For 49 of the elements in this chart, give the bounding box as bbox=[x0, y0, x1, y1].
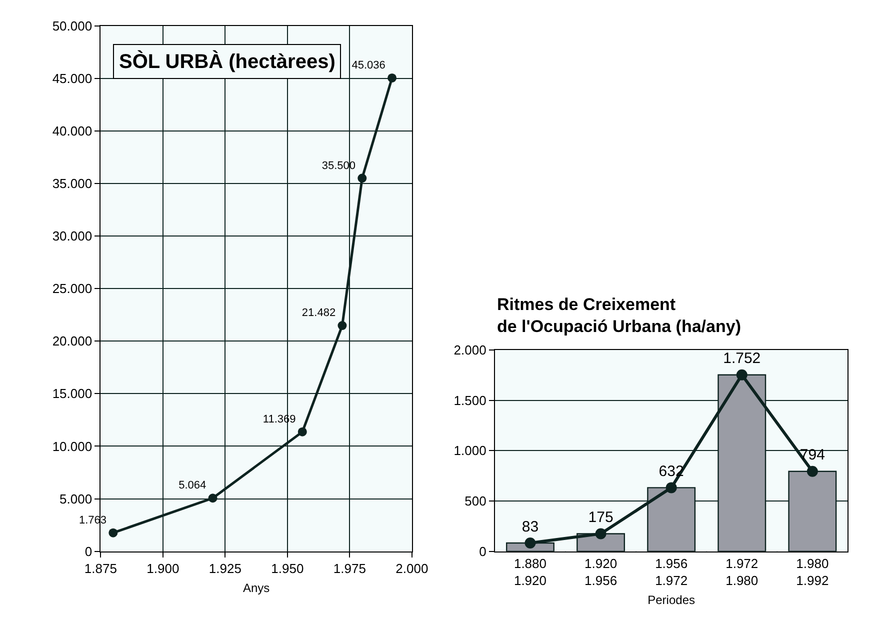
y-tick-label: 45.000 bbox=[52, 70, 92, 86]
data-label: 45.036 bbox=[352, 60, 386, 72]
point bbox=[388, 73, 397, 82]
y-tick-label: 10.000 bbox=[52, 438, 92, 454]
y-tick-label: 0 bbox=[84, 544, 92, 559]
y-tick-label: 25.000 bbox=[52, 281, 92, 296]
y-tick-label: 50.000 bbox=[52, 18, 92, 34]
x-axis-title: Periodes bbox=[648, 592, 696, 607]
y-tick-label: 1.500 bbox=[454, 392, 486, 408]
y-tick-label: 5.000 bbox=[60, 491, 92, 506]
x-tick-label: 1.875 bbox=[84, 560, 117, 576]
x-axis-title: Anys bbox=[242, 580, 270, 595]
y-tick-label: 35.000 bbox=[52, 176, 92, 191]
x-tick-label: 2.000 bbox=[396, 560, 428, 576]
data-label: 1.752 bbox=[723, 350, 761, 368]
point bbox=[806, 466, 818, 477]
y-tick-label: 500 bbox=[464, 494, 486, 509]
x-tick-label: 1.950 bbox=[271, 560, 304, 576]
x-tick-label: 1.880 1.920 bbox=[514, 556, 547, 588]
y-tick-label: 15.000 bbox=[52, 386, 92, 402]
x-tick-label: 1.956 1.972 bbox=[655, 556, 688, 588]
data-label: 794 bbox=[800, 446, 825, 464]
point bbox=[524, 538, 536, 548]
point bbox=[298, 427, 307, 436]
x-tick-label: 1.900 bbox=[146, 560, 180, 576]
y-tick-label: 0 bbox=[479, 544, 486, 559]
y-tick-label: 2.000 bbox=[454, 342, 486, 358]
y-tick-label: 1.000 bbox=[454, 443, 486, 458]
y-tick-label: 40.000 bbox=[52, 123, 92, 138]
point bbox=[358, 174, 367, 183]
point bbox=[736, 369, 748, 380]
point bbox=[108, 528, 118, 538]
x-tick-label: 1.972 1.980 bbox=[726, 556, 758, 588]
point bbox=[666, 482, 677, 494]
data-label: 5.064 bbox=[178, 480, 206, 492]
x-tick-label: 1.925 bbox=[208, 560, 242, 576]
text: SÒL URBÀ (hectàrees) bbox=[119, 50, 336, 73]
x-tick-label: 1.975 bbox=[333, 560, 366, 576]
data-label: 83 bbox=[522, 518, 539, 536]
point bbox=[338, 321, 347, 330]
y-tick-label: 30.000 bbox=[52, 228, 92, 244]
x-tick-label: 1.920 1.956 bbox=[584, 556, 618, 588]
data-label: 175 bbox=[588, 509, 614, 526]
point bbox=[595, 528, 606, 540]
y-tick-label: 20.000 bbox=[52, 334, 92, 349]
chart-title: Ritmes de Creixement de l'Ocupació Urbana (ha/any) bbox=[497, 295, 741, 336]
data-label: 21.482 bbox=[302, 307, 336, 320]
point bbox=[208, 494, 218, 503]
x-tick-label: 1.980 1.992 bbox=[796, 556, 829, 588]
